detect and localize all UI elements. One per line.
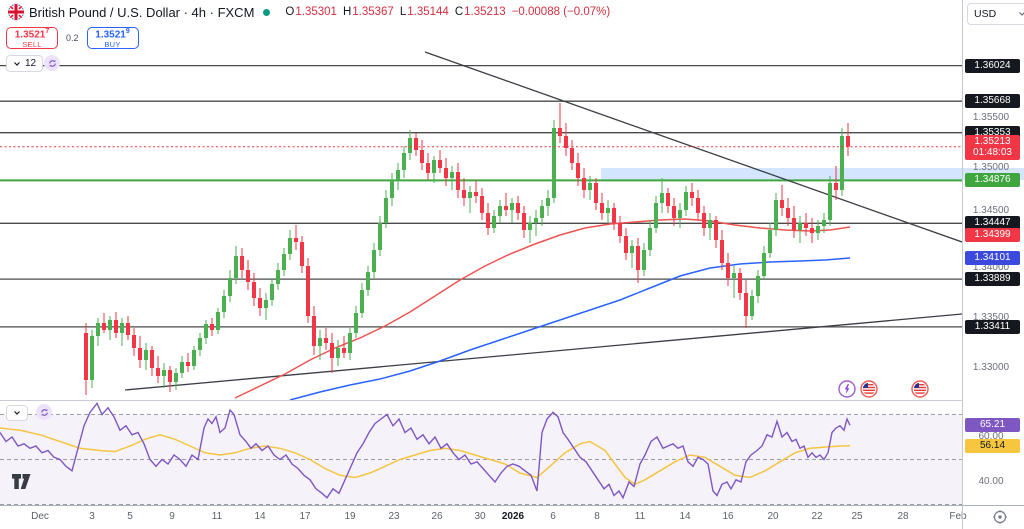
chart-legend: British Pound / U.S. Dollar · 4h · FXCM …: [8, 4, 610, 20]
price-scale-tick: 1.35000: [972, 162, 1010, 173]
rsi-chart-canvas[interactable]: [0, 400, 962, 505]
price-level-label: 1.35668: [965, 94, 1020, 108]
rsi-scale-tick: 40.00: [978, 476, 1004, 487]
price-scale-tick: 1.35500: [972, 112, 1010, 123]
rsi-pane[interactable]: [0, 400, 962, 505]
rsi-sync-icon[interactable]: [36, 404, 52, 420]
price-level-label: 1.33889: [965, 272, 1020, 286]
sell-button[interactable]: 1.35217 SELL: [6, 27, 58, 49]
time-axis-tick: 22: [811, 511, 823, 522]
price-scale-tick: 1.34000: [972, 262, 1010, 273]
tradingview-logo-icon: [12, 474, 36, 490]
market-status-dot[interactable]: [263, 8, 271, 16]
time-axis-tick: 2026: [501, 511, 525, 522]
rsi-value-label: 56.14: [965, 439, 1020, 453]
current-price-label: 1.35213 01:48:03: [965, 135, 1020, 160]
drawings-collapse-button[interactable]: 12: [6, 55, 44, 72]
price-pane[interactable]: [0, 0, 962, 400]
chevron-down-icon: [1019, 12, 1024, 16]
price-level-label: 1.36024: [965, 59, 1020, 73]
price-level-label: 1.34447: [965, 216, 1020, 230]
lightning-event-icon[interactable]: [838, 380, 856, 398]
time-axis-tick: 17: [299, 511, 311, 522]
time-axis-tick: 30: [474, 511, 486, 522]
currency-selector[interactable]: USD: [967, 3, 1024, 25]
symbol-flag-icon: [8, 4, 24, 20]
time-axis-tick: 28: [897, 511, 909, 522]
time-axis-tick: 9: [169, 511, 175, 522]
price-level-label: 1.34876: [965, 173, 1020, 187]
price-scale-tick: 1.33500: [972, 312, 1010, 323]
price-level-label: 1.33411: [965, 320, 1020, 334]
sync-drawing-icon[interactable]: [44, 55, 60, 71]
time-axis-tick: Feb: [949, 511, 967, 522]
chevron-down-icon: [14, 61, 20, 66]
time-axis-tick: 26: [431, 511, 443, 522]
axis-separator: [0, 505, 1024, 506]
time-axis-tick: 25: [851, 511, 863, 522]
us-flag-event-icon[interactable]: [911, 380, 929, 398]
price-level-label: 1.34399: [965, 228, 1020, 242]
ohlc-legend: O 1.35301 H 1.35367 L 1.35144 C 1.35213 −0.0…: [285, 6, 611, 18]
rsi-line[interactable]: [0, 401, 851, 500]
bar-countdown: 01:48:03: [973, 147, 1012, 158]
time-axis-tick: 11: [211, 511, 223, 522]
supply-zone[interactable]: [601, 168, 962, 181]
symbol-title[interactable]: British Pound / U.S. Dollar · 4h · FXCM: [29, 4, 255, 20]
buy-button[interactable]: 1.35219 BUY: [86, 27, 139, 49]
time-axis[interactable]: Dec 3 5 9 11 14 17 19 23 26 30 2026 6 8 11 14 16 20 22 25 28…: [0, 506, 1024, 529]
rsi-signal-line[interactable]: [0, 427, 851, 486]
drawings-count: 12: [25, 58, 37, 69]
time-axis-tick: 14: [254, 511, 266, 522]
buy-sell-widget: 1.35217 SELL 0.2 1.35219 BUY: [6, 27, 139, 49]
time-axis-tick: Dec: [31, 511, 49, 522]
price-scale-tick: 1.34500: [972, 205, 1010, 216]
scale-separator: [962, 0, 963, 529]
time-axis-tick: 16: [722, 511, 734, 522]
time-axis-tick: 5: [127, 511, 133, 522]
price-chart-canvas[interactable]: [0, 0, 962, 400]
time-axis-tick: 14: [679, 511, 691, 522]
pane-separator[interactable]: [0, 400, 1024, 401]
rsi-band: [0, 414, 962, 505]
rsi-scale-tick: 60.00: [978, 431, 1004, 442]
time-axis-tick: 6: [550, 511, 556, 522]
price-scale-tick: 1.33000: [972, 362, 1010, 373]
trendline[interactable]: [124, 313, 962, 391]
price-level-label: 1.34101: [965, 251, 1020, 265]
time-axis-tick: 8: [594, 511, 600, 522]
rsi-value-label: 65.21: [965, 418, 1020, 432]
candlestick-series[interactable]: [84, 103, 850, 395]
rsi-collapse-button[interactable]: [6, 405, 28, 421]
change-value: −0.00088 (−0.07%): [511, 6, 611, 18]
chevron-down-icon: [14, 411, 20, 415]
us-flag-event-icon[interactable]: [860, 380, 878, 398]
time-axis-tick: 3: [89, 511, 95, 522]
ma-red-line[interactable]: [234, 218, 851, 399]
spread-value: 0.2: [66, 33, 79, 43]
time-axis-tick: 11: [634, 511, 646, 522]
axis-settings-icon[interactable]: [992, 509, 1008, 525]
time-axis-tick: 20: [767, 511, 779, 522]
time-axis-tick: 23: [388, 511, 400, 522]
price-scale[interactable]: USD 1.35500 1.35000 1.34500 1.34000 1.33500 1…: [963, 0, 1024, 505]
time-axis-tick: 19: [344, 511, 356, 522]
